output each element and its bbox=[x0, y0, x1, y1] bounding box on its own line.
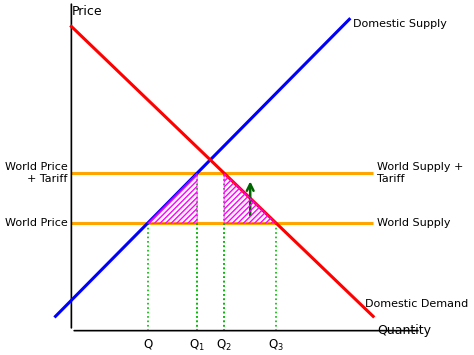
Text: Q: Q bbox=[143, 338, 152, 351]
Text: World Supply +
Tariff: World Supply + Tariff bbox=[377, 162, 464, 184]
Text: World Price: World Price bbox=[5, 218, 67, 228]
Text: Q$_2$: Q$_2$ bbox=[216, 338, 232, 353]
Text: World Supply: World Supply bbox=[377, 218, 451, 228]
Text: Q$_3$: Q$_3$ bbox=[268, 338, 284, 353]
Text: Quantity: Quantity bbox=[377, 324, 431, 337]
Text: Q$_1$: Q$_1$ bbox=[189, 338, 205, 353]
Text: Domestic Demand: Domestic Demand bbox=[365, 299, 468, 309]
Text: Price: Price bbox=[72, 5, 102, 18]
Text: Domestic Supply: Domestic Supply bbox=[353, 19, 447, 29]
Text: World Price
+ Tariff: World Price + Tariff bbox=[5, 162, 67, 184]
